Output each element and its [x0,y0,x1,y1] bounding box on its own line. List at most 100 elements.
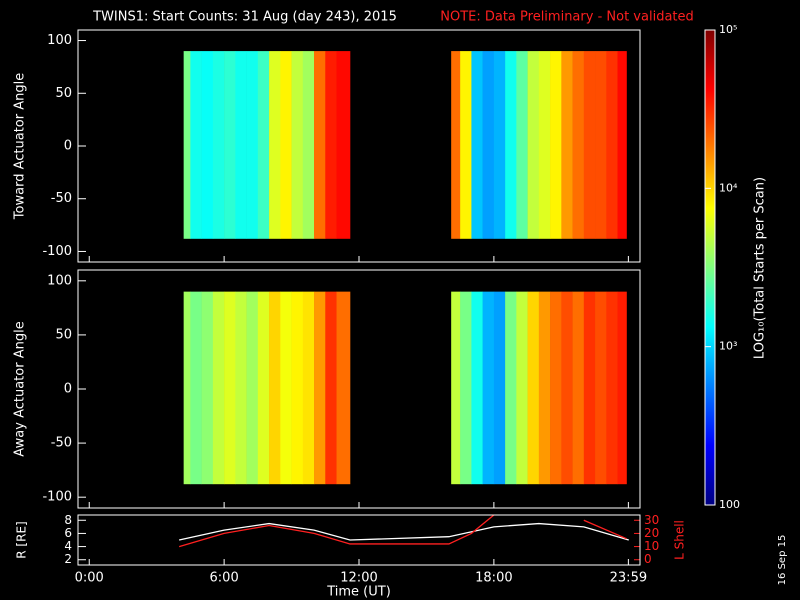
heatmap-cell [280,291,292,485]
y2-tick-label: 0 [644,552,652,566]
heatmap-cell [482,291,495,485]
y-tick-label: 0 [64,139,72,154]
heatmap-cell [246,51,259,239]
heatmap-cell [224,291,236,485]
x-tick-label: 6:00 [210,571,239,586]
heatmap-cell [190,51,202,239]
heatmap-cell [224,51,236,239]
y-tick-label: 6 [64,526,72,540]
heatmap-cell [493,291,506,485]
heatmap-cell [325,51,337,239]
x-tick-label: 18:00 [475,571,512,586]
y-tick-label: 8 [64,513,72,527]
y-tick-label: 2 [64,552,72,566]
heatmap-cell [302,291,315,485]
heatmap-cell [460,51,472,239]
heatmap-cell [212,291,225,485]
heatmap-cell [190,291,202,485]
heatmap-cell [595,51,607,239]
line-group [178,515,629,548]
x-tick-label: 0:00 [75,571,104,586]
colorbar-tick-label: 10³ [719,340,737,353]
y-axis-label: R [RE] [15,521,29,558]
heatmap-cell [572,291,585,485]
heatmap-cell [538,291,551,485]
y-tick-label: -100 [42,490,72,505]
colorbar [704,29,716,506]
heatmap-cell [325,291,337,485]
heatmap-cell [516,291,528,485]
heatmap-cell [201,291,214,485]
heatmap-cell [572,51,585,239]
heatmap-cell [257,291,270,485]
heatmap-cell [595,291,607,485]
heatmap-cell [269,51,281,239]
x-tick-label: 12:00 [340,571,377,586]
heatmap-cell [617,51,627,239]
x-tick-label: 23:59 [610,571,647,586]
heatmap-cell [527,291,540,485]
colorbar-tick-label: 10⁴ [719,181,738,194]
y-tick-label: 50 [55,86,72,101]
y2-tick-label: 30 [644,513,659,527]
heatmap-cell [583,291,596,485]
y2-axis-label: L Shell [673,520,687,560]
colorbar-tick-label: 100 [719,498,740,511]
heatmap-cell [606,51,618,239]
heatmap-cell [280,51,292,239]
heatmap-cell [561,291,573,485]
y-tick-label: 100 [47,273,72,288]
series-line [179,522,629,541]
y-tick-label: -50 [51,436,72,451]
heatmap-cell [302,51,315,239]
heatmap-cell [617,291,627,485]
y-tick-label: 4 [64,539,72,553]
heatmap-cell [516,51,528,239]
series-line [178,515,495,548]
heatmap-cell [505,51,517,239]
title: TWINS1: Start Counts: 31 Aug (day 243), … [92,10,397,25]
heatmap-cell [291,51,304,239]
heatmap-cell [235,291,247,485]
series-line [583,519,627,540]
heatmap-cell [561,51,573,239]
heatmap-cell [606,291,618,485]
heatmap-cell [257,51,270,239]
heatmap-cell [314,291,326,485]
heatmap-cell [336,291,351,485]
colorbar-tick-label: 10⁵ [719,23,737,36]
y-tick-label: 0 [64,382,72,397]
heatmap-cell [482,51,495,239]
heatmap-cell [550,291,562,485]
heatmap-cell [527,51,540,239]
heatmap-cell [314,51,326,239]
heatmap-cell [550,51,562,239]
heatmap-cell [460,291,472,485]
heatmap-cell [451,51,461,239]
heatmap-cell [538,51,551,239]
y2-tick-label: 20 [644,526,659,540]
heatmap-cell [201,51,214,239]
heatmap-cell [451,291,461,485]
colorbar-label: LOG₁₀(Total Starts per Scan) [753,177,768,359]
heatmap-cell [291,291,304,485]
heatmap-cell [583,51,596,239]
heatmap-cell [212,51,225,239]
heatmap-cell [471,51,483,239]
date-stamp: 16 Sep 15 [777,535,788,586]
heatmap-cell [246,291,259,485]
y2-tick-label: 10 [644,539,659,553]
heatmap-cell [505,291,517,485]
y-tick-label: -50 [51,191,72,206]
heatmap-cell [183,291,191,485]
heatmap-cell [493,51,506,239]
y-tick-label: 50 [55,327,72,342]
y-tick-label: -100 [42,244,72,259]
note: NOTE: Data Preliminary - Not validated [440,10,694,25]
heatmap-cell [336,51,351,239]
y-tick-label: 100 [47,33,72,48]
heatmap-cell [235,51,247,239]
heatmap-cell [269,291,281,485]
y-axis-label: Away Actuator Angle [13,321,28,456]
